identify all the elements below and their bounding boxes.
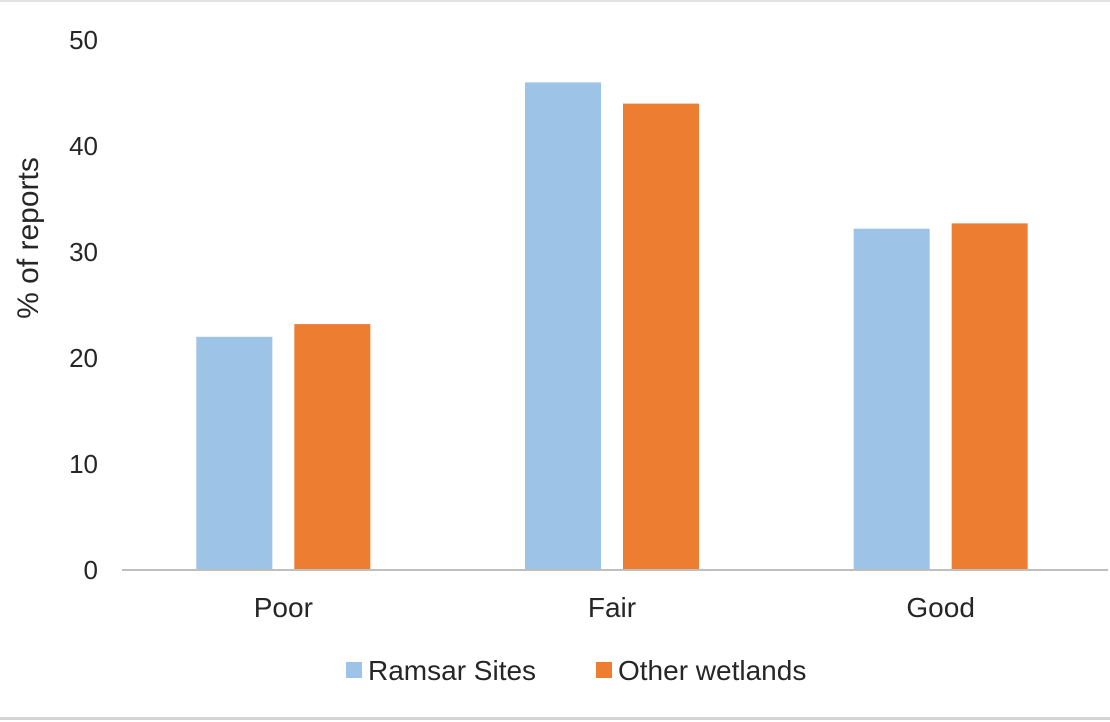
legend: Ramsar Sites Other wetlands	[346, 655, 806, 686]
y-tick-label: 20	[69, 343, 98, 373]
legend-label: Other wetlands	[618, 655, 806, 686]
x-tick-label: Poor	[254, 592, 313, 623]
y-tick-label: 30	[69, 237, 98, 267]
bars	[196, 82, 1028, 571]
bar-other-wetlands-poor	[294, 324, 371, 570]
y-axis-ticks: 0 10 20 30 40 50	[69, 25, 98, 585]
bar-other-wetlands-good	[951, 223, 1028, 570]
bar-other-wetlands-fair	[623, 103, 699, 570]
legend-label: Ramsar Sites	[368, 655, 536, 686]
y-tick-label: 40	[69, 131, 98, 161]
y-axis-title: % of reports	[12, 157, 45, 319]
x-tick-label: Fair	[588, 592, 636, 623]
legend-swatch	[596, 662, 612, 678]
bar-ramsar-sites-good	[853, 228, 930, 570]
y-tick-label: 0	[84, 555, 98, 585]
bar-ramsar-sites-fair	[525, 82, 601, 571]
legend-swatch	[346, 662, 362, 678]
y-tick-label: 10	[69, 449, 98, 479]
x-tick-label: Good	[906, 592, 975, 623]
bar-ramsar-sites-poor	[196, 336, 273, 570]
x-axis-labels: Poor Fair Good	[254, 592, 975, 623]
y-tick-label: 50	[69, 25, 98, 55]
